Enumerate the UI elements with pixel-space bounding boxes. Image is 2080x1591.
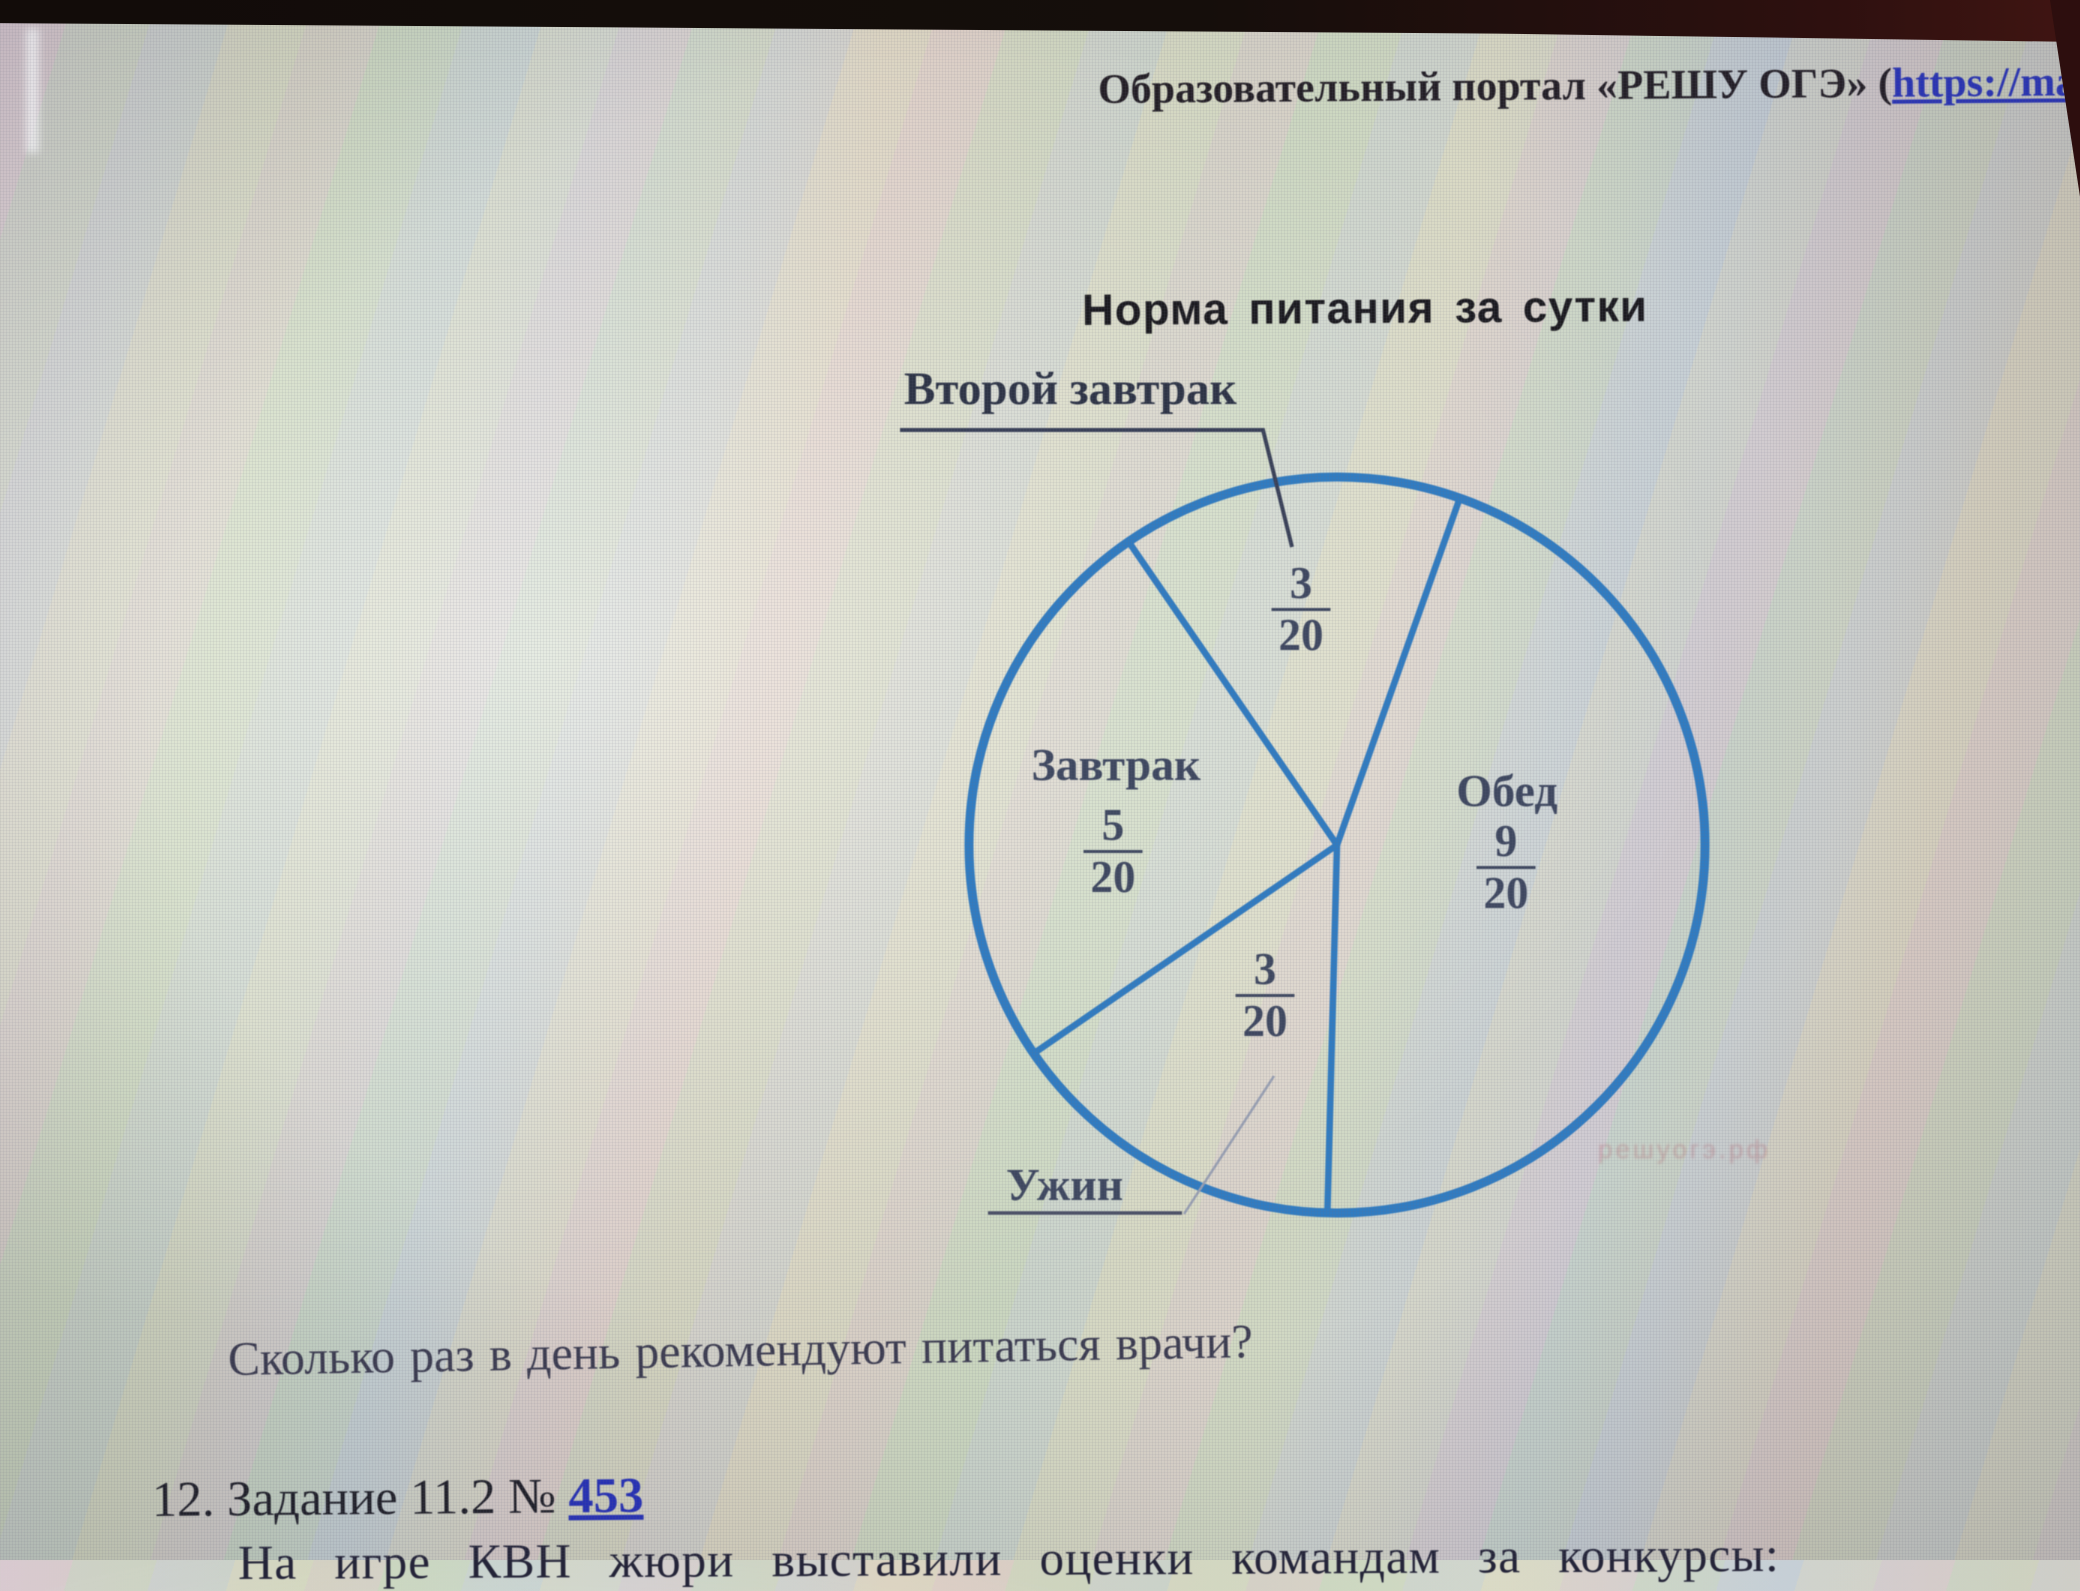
task-heading: 12. Задание 11.2 № 453: [152, 1466, 644, 1528]
pie-radius-divider: [1333, 497, 1463, 847]
task-heading-text: 12. Задание 11.2 №: [151, 1467, 569, 1527]
fraction-numerator: 9: [1494, 816, 1518, 866]
next-task-clipped-line: На игре КВН жюри выставили оценки команд…: [237, 1526, 1780, 1590]
slice-fraction-second-breakfast: 3 20: [1271, 558, 1331, 660]
slice-fraction-breakfast: 5 20: [1083, 800, 1143, 902]
fraction-denominator: 20: [1476, 865, 1536, 918]
slice-fraction-lunch: 9 20: [1476, 816, 1536, 918]
fraction-denominator: 20: [1271, 607, 1331, 660]
slice-label-second-breakfast: Второй завтрак: [904, 363, 1237, 415]
slice-label-dinner: Ужин: [1006, 1159, 1124, 1210]
question-text: Сколько раз в день рекомендуют питаться …: [227, 1315, 1254, 1386]
dinner-leader-line: [1182, 1075, 1276, 1215]
fraction-denominator: 20: [1235, 993, 1295, 1046]
pie-radius-divider: [1324, 844, 1341, 1213]
fraction-denominator: 20: [1083, 849, 1143, 902]
task-number-link[interactable]: 453: [568, 1466, 644, 1524]
pie-circle-outline: [964, 472, 1710, 1218]
screen-glare: [26, 28, 39, 153]
chart-title: Норма питания за сутки: [1081, 282, 1649, 335]
second-breakfast-leader-line: [900, 428, 1294, 548]
site-header: Образовательный портал «РЕШУ ОГЭ» (https…: [1098, 58, 2080, 114]
fraction-numerator: 3: [1253, 944, 1277, 994]
watermark: решуогэ.рф: [1598, 1134, 1771, 1164]
slice-label-breakfast: Завтрак: [1031, 739, 1201, 790]
fraction-numerator: 3: [1289, 558, 1313, 608]
slice-label-lunch: Обед: [1456, 765, 1558, 816]
site-header-text: Образовательный портал «РЕШУ ОГЭ» (: [1097, 60, 1893, 113]
site-header-link[interactable]: https://mat: [1891, 59, 2080, 107]
slice-fraction-dinner: 3 20: [1235, 944, 1295, 1046]
fraction-numerator: 5: [1101, 800, 1125, 850]
